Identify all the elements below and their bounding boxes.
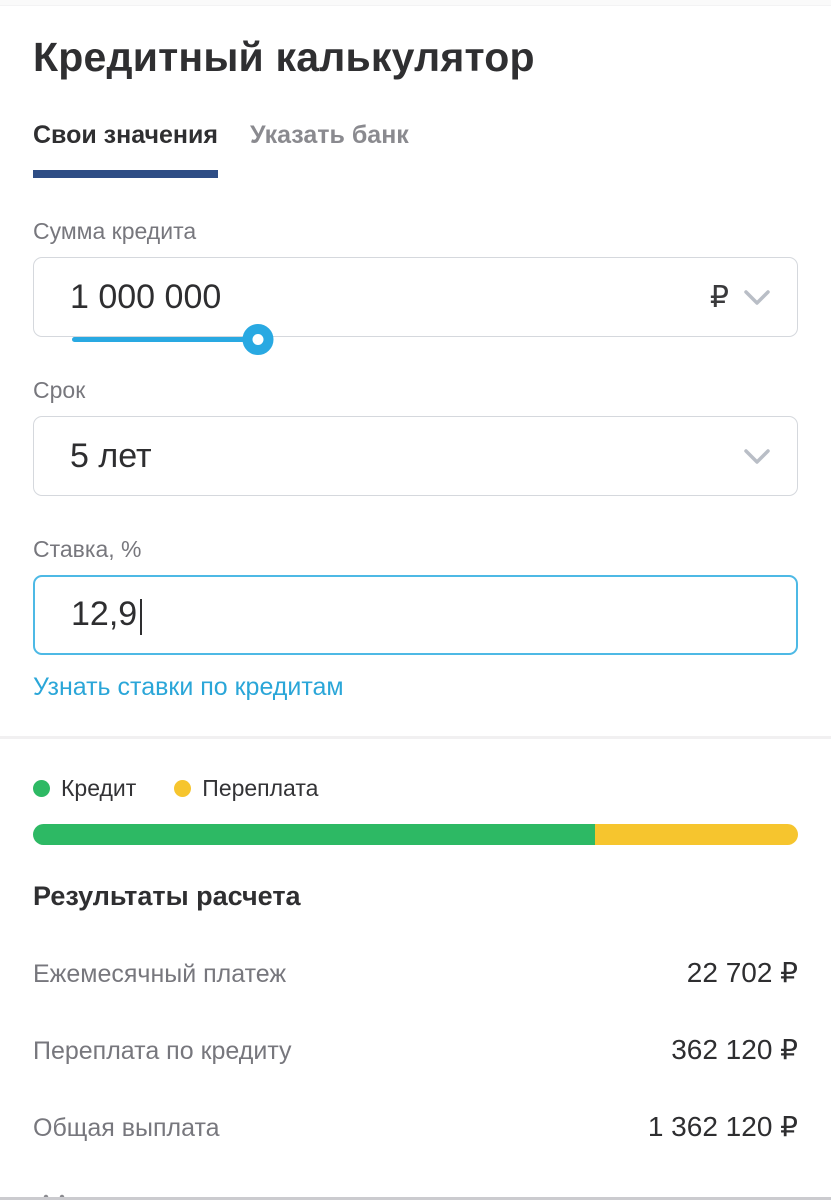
section-divider xyxy=(0,736,831,739)
chevron-down-icon[interactable] xyxy=(743,289,771,306)
results-heading: Результаты расчета xyxy=(33,881,301,911)
bottom-divider xyxy=(0,1197,831,1200)
chevron-down-icon[interactable] xyxy=(743,448,771,465)
amount-slider-thumb[interactable] xyxy=(242,324,274,355)
credit-overpayment-bar xyxy=(33,824,798,845)
rates-link[interactable]: Узнать ставки по кредитам xyxy=(33,673,344,701)
legend-label: Кредит xyxy=(61,775,137,801)
bar-segment-credit xyxy=(33,824,595,845)
text-caret xyxy=(140,598,143,635)
term-label: Срок xyxy=(33,377,86,403)
credit-dot-icon xyxy=(33,780,50,797)
legend-item-overpayment: Переплата xyxy=(174,775,318,802)
amount-value[interactable]: 1 000 000 xyxy=(70,277,222,316)
legend-label: Переплата xyxy=(202,775,319,801)
result-label: Переплата по кредиту xyxy=(33,1037,292,1065)
term-value: 5 лет xyxy=(70,436,152,475)
amount-label: Сумма кредита xyxy=(33,218,197,244)
chart-legend: Кредит Переплата xyxy=(33,775,798,802)
overpayment-dot-icon xyxy=(174,780,192,797)
result-value: 362 120 ₽ xyxy=(671,1034,798,1065)
term-select[interactable]: 5 лет xyxy=(33,416,798,496)
result-value: 1 362 120 ₽ xyxy=(647,1111,798,1142)
top-strip xyxy=(0,0,831,6)
bar-segment-overpayment xyxy=(594,824,798,845)
result-row-total-payment: Общая выплата 1 362 120 ₽ xyxy=(33,1110,798,1143)
page-title: Кредитный калькулятор xyxy=(33,34,535,80)
ruble-symbol: ₽ xyxy=(709,280,729,314)
tab-choose-bank[interactable]: Указать банк xyxy=(249,121,409,149)
rate-label: Ставка, % xyxy=(33,536,142,562)
amount-input[interactable]: 1 000 000 ₽ xyxy=(33,257,798,355)
tab-own-values[interactable]: Свои значения xyxy=(33,121,218,178)
legend-item-credit: Кредит xyxy=(33,775,136,802)
result-value: 22 702 ₽ xyxy=(686,957,798,988)
result-label: Ежемесячный платеж xyxy=(33,960,287,988)
tab-bar: Свои значения Указать банк xyxy=(33,121,798,178)
result-label: Общая выплата xyxy=(33,1114,220,1142)
rate-value[interactable]: 12,9 xyxy=(35,595,796,635)
rate-input[interactable]: 12,9 xyxy=(33,575,798,655)
result-row-monthly-payment: Ежемесячный платеж 22 702 ₽ xyxy=(33,956,798,989)
amount-slider-track-fill xyxy=(72,337,259,342)
result-row-overpayment: Переплата по кредиту 362 120 ₽ xyxy=(33,1033,798,1066)
